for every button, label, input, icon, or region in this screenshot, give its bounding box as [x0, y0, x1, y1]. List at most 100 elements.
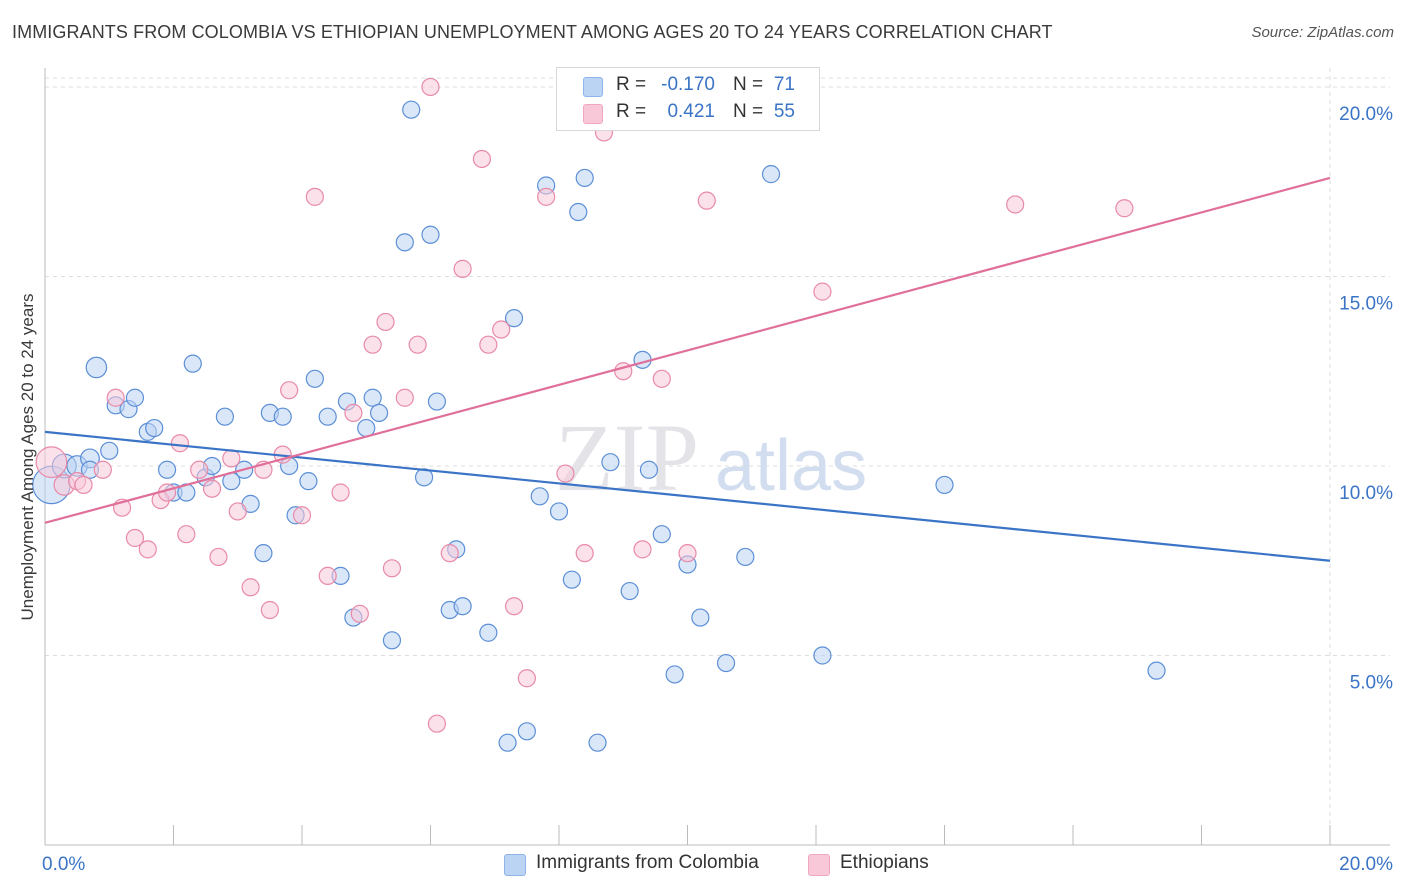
point-ethiopians — [556, 464, 575, 483]
point-colombia — [453, 597, 472, 616]
point-colombia — [569, 202, 588, 222]
point-ethiopians — [421, 77, 440, 97]
point-colombia — [504, 309, 524, 328]
point-colombia — [813, 646, 832, 665]
point-ethiopians — [382, 559, 402, 578]
point-colombia — [145, 418, 164, 438]
point-colombia — [736, 547, 755, 567]
point-ethiopians — [575, 544, 594, 563]
legend-r-value: 0.421 — [667, 101, 715, 122]
point-colombia — [382, 631, 402, 650]
legend-r-label: R = — [616, 101, 647, 122]
point-ethiopians — [74, 475, 93, 495]
point-ethiopians — [305, 187, 324, 206]
point-ethiopians — [125, 528, 145, 548]
point-ethiopians — [106, 388, 125, 407]
point-colombia — [1147, 661, 1166, 680]
legend-n-label: N = — [733, 74, 764, 95]
y-axis-label: Unemployment Among Ages 20 to 24 years — [18, 293, 37, 621]
point-colombia — [183, 354, 202, 373]
point-ethiopians — [138, 540, 157, 559]
point-ethiopians — [292, 506, 312, 525]
point-ethiopians — [633, 540, 652, 559]
point-ethiopians — [537, 187, 556, 206]
point-colombia — [665, 665, 684, 684]
point-colombia — [530, 487, 549, 506]
point-ethiopians — [440, 544, 459, 563]
point-colombia — [100, 441, 119, 460]
point-ethiopians — [472, 149, 491, 169]
trend-lines — [44, 176, 1331, 562]
point-ethiopians — [35, 446, 68, 479]
point-ethiopians — [408, 335, 427, 354]
legend-label-colombia: Immigrants from Colombia — [536, 852, 759, 873]
point-ethiopians — [427, 714, 447, 733]
point-colombia — [395, 233, 414, 252]
tick-labels: 5.0% 10.0% 15.0% 20.0% 0.0% 20.0% — [42, 104, 1393, 875]
legend-swatch-ethiopians — [808, 854, 830, 876]
point-colombia — [370, 403, 389, 423]
point-ethiopians — [241, 578, 260, 597]
point-ethiopians — [479, 335, 498, 354]
point-colombia — [935, 475, 954, 495]
point-colombia — [305, 369, 324, 388]
y-tick-label: 10.0% — [1339, 483, 1393, 504]
point-ethiopians — [318, 566, 337, 585]
point-ethiopians — [350, 604, 369, 623]
point-colombia — [215, 407, 234, 426]
watermark-atlas: atlas — [715, 426, 867, 506]
trend-line-colombia — [44, 430, 1331, 562]
point-colombia — [318, 407, 337, 426]
point-colombia — [427, 392, 447, 411]
point-colombia — [85, 356, 108, 379]
point-ethiopians — [228, 502, 247, 521]
point-ethiopians — [331, 483, 350, 502]
point-ethiopians — [678, 544, 697, 563]
watermark-zip: ZIP — [555, 404, 699, 511]
trend-line-ethiopians — [44, 176, 1331, 524]
point-ethiopians — [177, 525, 196, 544]
point-ethiopians — [395, 388, 414, 407]
y-tick-label: 5.0% — [1350, 672, 1393, 693]
x-tick-label: 0.0% — [42, 854, 85, 875]
point-colombia — [125, 388, 145, 407]
point-ethiopians — [344, 403, 363, 423]
point-colombia — [299, 472, 318, 491]
point-ethiopians — [697, 191, 716, 210]
point-colombia — [601, 453, 620, 472]
point-ethiopians — [170, 434, 190, 453]
legend-n-value: 71 — [773, 74, 795, 95]
point-ethiopians — [260, 600, 279, 620]
point-colombia — [575, 168, 594, 188]
legend-row-colombia: R = -0.170 N = 71 — [557, 74, 819, 100]
data-points — [32, 77, 1166, 752]
point-colombia — [549, 502, 569, 521]
legend-row-ethiopians: R = 0.421 N = 55 — [557, 101, 819, 127]
point-colombia — [363, 388, 382, 407]
legend-n-value: 55 — [773, 101, 795, 122]
point-ethiopians — [209, 547, 228, 567]
point-colombia — [761, 165, 781, 184]
point-ethiopians — [280, 381, 299, 400]
chart-title: IMMIGRANTS FROM COLOMBIA VS ETHIOPIAN UN… — [12, 22, 1053, 42]
point-colombia — [402, 100, 421, 119]
point-ethiopians — [813, 282, 832, 301]
point-colombia — [157, 460, 177, 479]
point-ethiopians — [492, 320, 511, 339]
y-tick-label: 20.0% — [1339, 104, 1393, 125]
point-ethiopians — [652, 369, 671, 388]
point-ethiopians — [1006, 195, 1025, 214]
point-ethiopians — [453, 259, 472, 278]
point-ethiopians — [222, 449, 241, 468]
legend-n-label: N = — [733, 101, 764, 122]
point-ethiopians — [1115, 199, 1134, 218]
point-colombia — [273, 407, 292, 426]
legend-swatch-colombia — [504, 854, 526, 876]
stats-legend: R = -0.170 N = 71 R = 0.421 N = 55 — [556, 67, 820, 131]
point-colombia — [691, 608, 710, 627]
point-colombia — [562, 570, 581, 589]
point-colombia — [652, 525, 671, 544]
point-ethiopians — [93, 460, 112, 479]
point-colombia — [517, 722, 536, 741]
